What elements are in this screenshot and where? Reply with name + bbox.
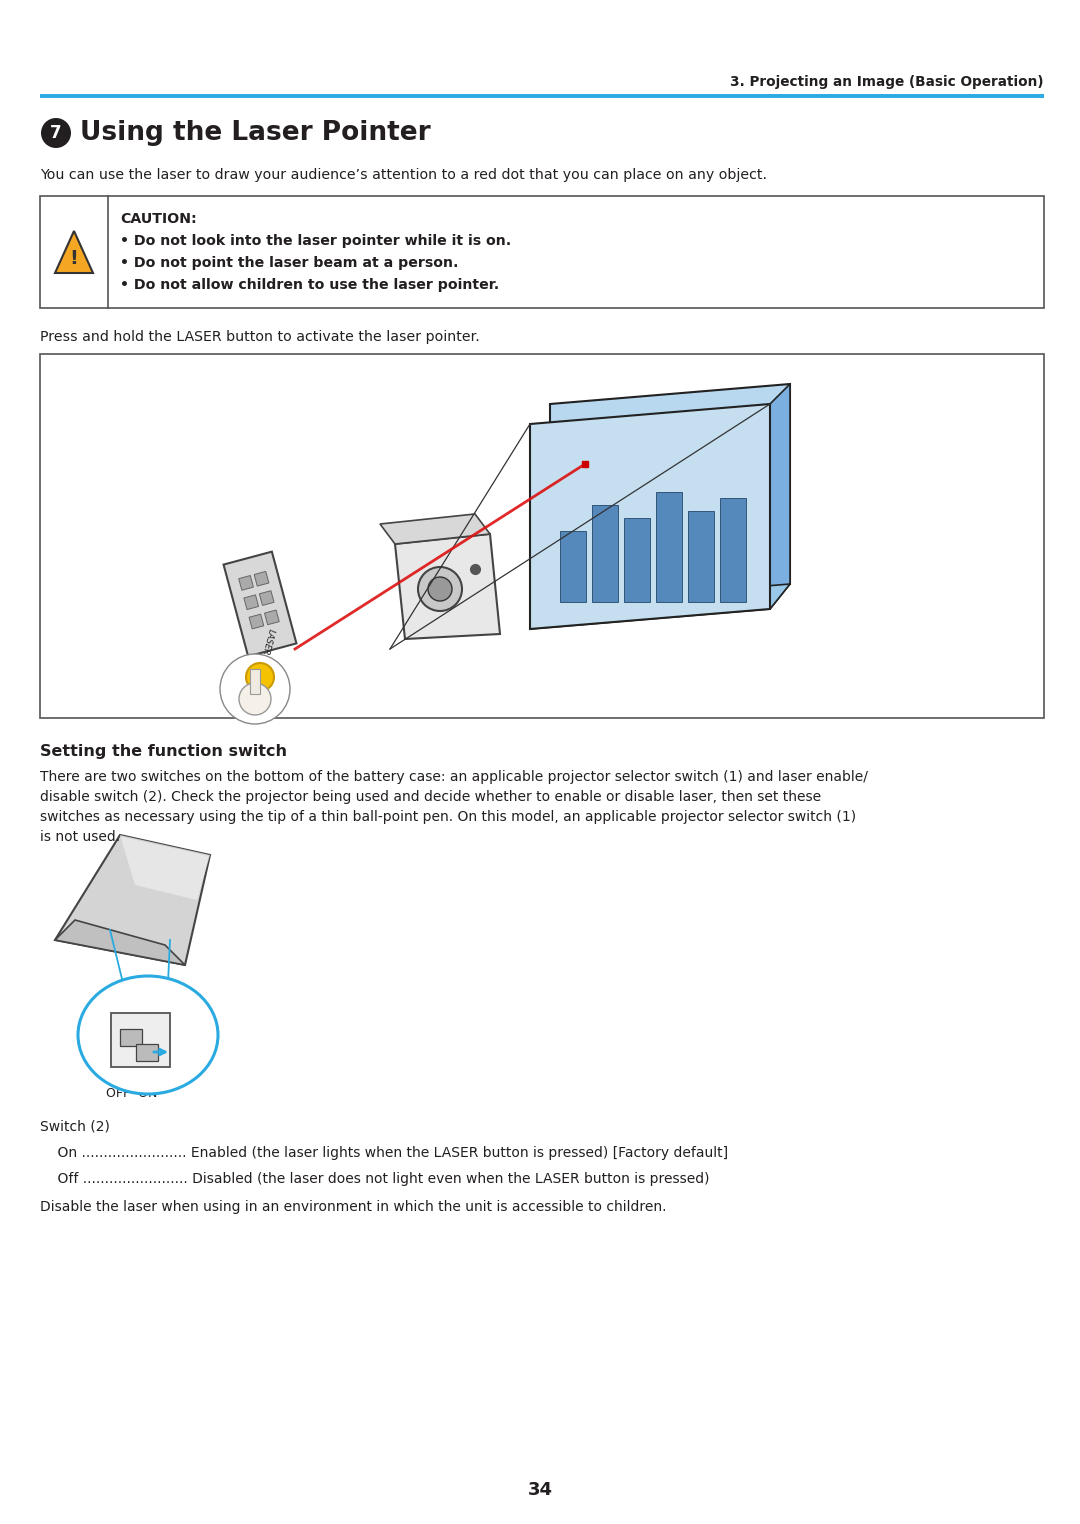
- Text: Press and hold the LASER button to activate the laser pointer.: Press and hold the LASER button to activ…: [40, 331, 480, 344]
- Circle shape: [220, 654, 291, 724]
- Text: disable switch (2). Check the projector being used and decide whether to enable : disable switch (2). Check the projector …: [40, 789, 821, 805]
- Text: LASER: LASER: [260, 628, 275, 657]
- Text: OFF  ON: OFF ON: [106, 1087, 158, 1100]
- FancyBboxPatch shape: [40, 197, 1044, 308]
- Text: Setting the function switch: Setting the function switch: [40, 744, 287, 759]
- Text: You can use the laser to draw your audience’s attention to a red dot that you ca: You can use the laser to draw your audie…: [40, 168, 767, 181]
- Circle shape: [246, 663, 274, 690]
- Polygon shape: [55, 232, 93, 273]
- Text: Using the Laser Pointer: Using the Laser Pointer: [80, 120, 431, 146]
- Text: 34: 34: [527, 1481, 553, 1500]
- FancyBboxPatch shape: [111, 1013, 170, 1067]
- Text: • Do not look into the laser pointer while it is on.: • Do not look into the laser pointer whi…: [120, 235, 511, 248]
- Text: 7: 7: [50, 123, 62, 142]
- FancyBboxPatch shape: [656, 492, 681, 602]
- FancyBboxPatch shape: [720, 498, 746, 602]
- FancyBboxPatch shape: [624, 518, 650, 602]
- Polygon shape: [55, 835, 210, 965]
- Text: • Do not allow children to use the laser pointer.: • Do not allow children to use the laser…: [120, 277, 499, 293]
- Polygon shape: [224, 552, 296, 657]
- Text: 3. Projecting an Image (Basic Operation): 3. Projecting an Image (Basic Operation): [730, 75, 1044, 88]
- FancyBboxPatch shape: [592, 504, 618, 602]
- FancyBboxPatch shape: [40, 354, 1044, 718]
- Text: There are two switches on the bottom of the battery case: an applicable projecto: There are two switches on the bottom of …: [40, 770, 868, 783]
- Text: Off ........................ Disabled (the laser does not light even when the LA: Off ........................ Disabled (t…: [40, 1172, 710, 1186]
- Polygon shape: [254, 572, 269, 587]
- Polygon shape: [259, 591, 274, 605]
- Polygon shape: [265, 610, 280, 625]
- Text: • Do not point the laser beam at a person.: • Do not point the laser beam at a perso…: [120, 256, 459, 270]
- Polygon shape: [530, 404, 770, 629]
- Polygon shape: [249, 614, 264, 629]
- Text: CAUTION:: CAUTION:: [120, 212, 197, 226]
- Polygon shape: [249, 669, 260, 693]
- Text: !: !: [69, 248, 79, 268]
- FancyBboxPatch shape: [136, 1044, 158, 1061]
- Text: switches as necessary using the tip of a thin ball-point pen. On this model, an : switches as necessary using the tip of a…: [40, 809, 856, 824]
- Ellipse shape: [78, 975, 218, 1094]
- FancyBboxPatch shape: [688, 511, 714, 602]
- Polygon shape: [380, 514, 490, 544]
- Polygon shape: [120, 835, 210, 901]
- Text: Switch (2): Switch (2): [40, 1120, 110, 1134]
- Circle shape: [41, 117, 71, 148]
- Text: On ........................ Enabled (the laser lights when the LASER button is p: On ........................ Enabled (the…: [40, 1146, 728, 1160]
- Text: is not used.: is not used.: [40, 831, 120, 844]
- FancyBboxPatch shape: [561, 530, 586, 602]
- Circle shape: [428, 578, 453, 600]
- Polygon shape: [55, 920, 185, 965]
- Polygon shape: [239, 576, 254, 590]
- Polygon shape: [395, 533, 500, 639]
- Text: Disable the laser when using in an environment in which the unit is accessible t: Disable the laser when using in an envir…: [40, 1199, 666, 1215]
- Polygon shape: [550, 384, 789, 604]
- FancyBboxPatch shape: [120, 1029, 141, 1045]
- Circle shape: [418, 567, 462, 611]
- Polygon shape: [770, 384, 789, 610]
- Circle shape: [239, 683, 271, 715]
- Polygon shape: [244, 594, 258, 610]
- Polygon shape: [530, 584, 789, 629]
